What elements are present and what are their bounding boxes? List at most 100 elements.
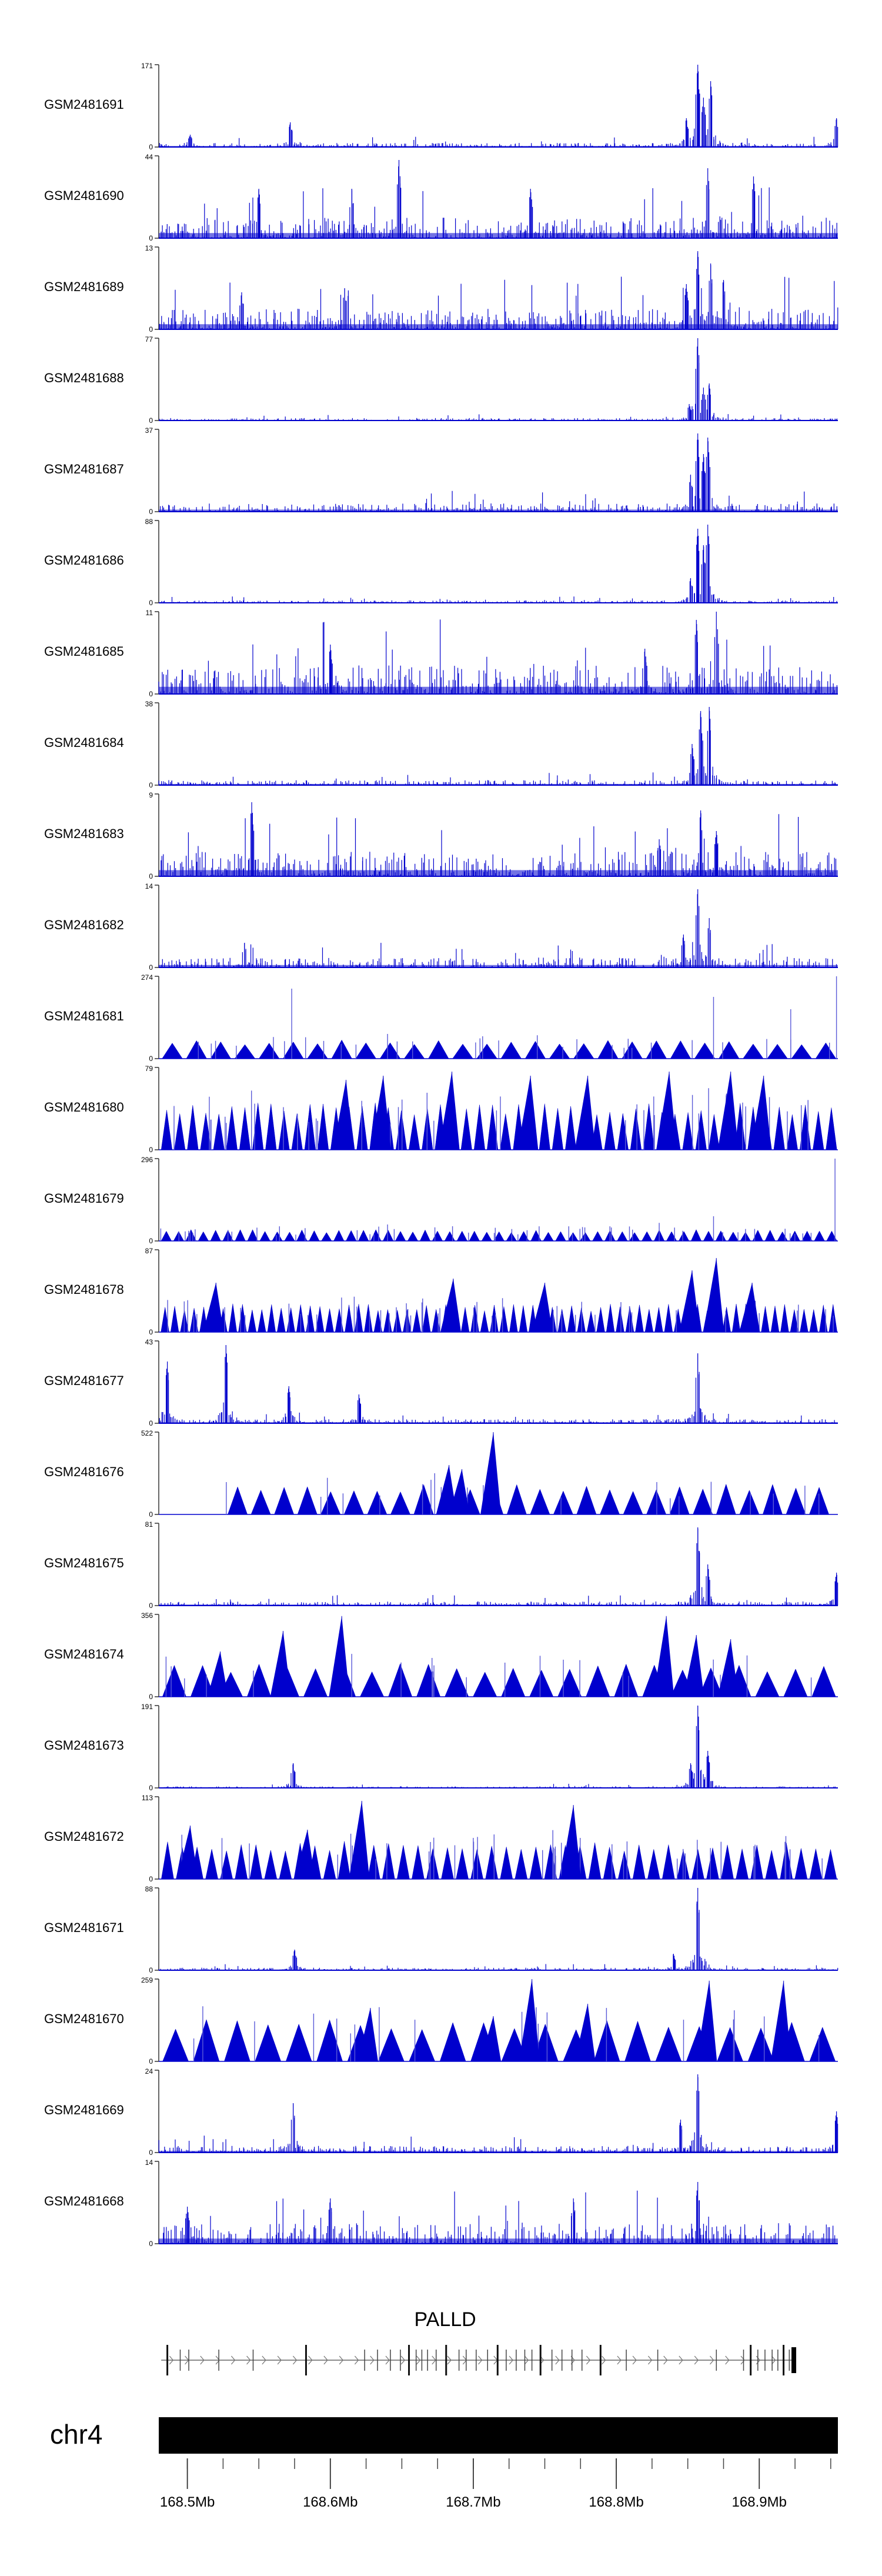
y-zero-label: 0 (149, 234, 153, 242)
track-label: GSM2481670 (44, 2011, 124, 2026)
track-label: GSM2481676 (44, 1464, 124, 1479)
y-max-label: 88 (145, 1885, 153, 1893)
y-zero-label: 0 (149, 1510, 153, 1519)
y-max-label: 522 (141, 1429, 153, 1437)
signal-bars (159, 525, 837, 603)
x-tick-label: 168.6Mb (303, 2494, 358, 2510)
track-label: GSM2481689 (44, 279, 124, 294)
track-label: GSM2481673 (44, 1738, 124, 1753)
y-zero-label: 0 (149, 1875, 153, 1883)
signal-background-band (159, 2151, 838, 2153)
y-max-label: 296 (141, 1156, 153, 1164)
track-label: GSM2481672 (44, 1829, 124, 1844)
y-zero-label: 0 (149, 325, 153, 333)
signal-bars (158, 1888, 838, 1970)
signal-background-band (159, 509, 838, 512)
y-max-label: 43 (145, 1338, 153, 1346)
signal-bars (159, 1527, 838, 1606)
y-max-label: 81 (145, 1520, 153, 1529)
signal-bars (158, 2074, 838, 2153)
track-label: GSM2481681 (44, 1009, 124, 1023)
signal-background-band (159, 1604, 838, 1606)
y-zero-label: 0 (149, 872, 153, 880)
y-max-label: 171 (141, 62, 153, 70)
track-GSM2481679: GSM2481679 296 0 (44, 1156, 838, 1245)
y-max-label: 77 (145, 335, 153, 343)
signal-bars (158, 889, 837, 967)
coverage-spikes (167, 1258, 834, 1332)
y-zero-label: 0 (149, 1146, 153, 1154)
signal-background-band (159, 419, 838, 421)
signal-background-band (159, 965, 838, 967)
track-GSM2481673: GSM2481673 191 0 (44, 1703, 838, 1792)
gene-track: PALLD (161, 2308, 797, 2375)
y-max-label: 38 (145, 700, 153, 708)
y-zero-label: 0 (149, 1693, 153, 1701)
y-zero-label: 0 (149, 1237, 153, 1245)
signal-bars (158, 707, 838, 785)
track-GSM2481681: GSM2481681 274 0 (44, 973, 838, 1063)
y-zero-label: 0 (149, 599, 153, 607)
y-zero-label: 0 (149, 2148, 153, 2157)
signal-bars (159, 1345, 838, 1423)
y-zero-label: 0 (149, 143, 153, 151)
track-GSM2481678: GSM2481678 87 0 (44, 1247, 838, 1336)
track-label: GSM2481685 (44, 644, 124, 659)
coverage-triangles (161, 1229, 837, 1242)
y-max-label: 13 (145, 244, 153, 252)
y-max-label: 191 (141, 1703, 153, 1711)
track-label: GSM2481687 (44, 462, 124, 476)
coverage-triangles (161, 1841, 837, 1880)
y-max-label: 356 (141, 1611, 153, 1620)
track-label: GSM2481684 (44, 735, 124, 750)
signal-background-band (159, 146, 838, 147)
y-zero-label: 0 (149, 2240, 153, 2248)
track-label: GSM2481682 (44, 917, 124, 932)
x-tick-label: 168.7Mb (446, 2494, 500, 2510)
signal-bars (158, 2182, 838, 2244)
signal-bars (159, 1706, 838, 1788)
y-max-label: 9 (149, 791, 153, 799)
y-max-label: 14 (145, 2158, 153, 2167)
y-max-label: 259 (141, 1976, 153, 1984)
track-GSM2481680: GSM2481680 79 0 (44, 1065, 838, 1154)
track-GSM2481688: GSM2481688 77 0 (44, 335, 838, 425)
minor-ticks (186, 2458, 831, 2469)
track-label: GSM2481674 (44, 1647, 124, 1661)
coverage-peaks (207, 1616, 739, 1697)
track-GSM2481689: GSM2481689 13 0 (44, 244, 838, 333)
track-GSM2481671: GSM2481671 88 0 (44, 1885, 838, 1974)
signal-bars (159, 160, 837, 238)
coverage-triangles (228, 1483, 830, 1515)
chromosome-label: chr4 (50, 2419, 102, 2450)
y-max-label: 87 (145, 1247, 153, 1255)
y-max-label: 79 (145, 1065, 153, 1073)
track-GSM2481674: GSM2481674 356 0 (44, 1611, 838, 1701)
coverage-spikes (160, 1159, 836, 1241)
chromosome-bar (159, 2417, 838, 2454)
track-label: GSM2481669 (44, 2103, 124, 2117)
y-zero-label: 0 (149, 1601, 153, 1610)
track-GSM2481684: GSM2481684 38 0 (44, 700, 838, 789)
y-zero-label: 0 (149, 781, 153, 789)
track-GSM2481686: GSM2481686 88 0 (44, 518, 838, 607)
y-max-label: 44 (145, 153, 153, 161)
y-max-label: 24 (145, 2067, 153, 2076)
y-max-label: 37 (145, 426, 153, 435)
track-label: GSM2481691 (44, 97, 124, 112)
track-label: GSM2481683 (44, 826, 124, 841)
coverage-spikes (198, 976, 837, 1059)
track-GSM2481687: GSM2481687 37 0 (44, 426, 838, 516)
track-label: GSM2481688 (44, 371, 124, 385)
x-tick-label: 168.5Mb (160, 2494, 215, 2510)
y-max-label: 88 (145, 518, 153, 526)
coverage-triangles (162, 1039, 837, 1059)
y-zero-label: 0 (149, 1966, 153, 1974)
signal-bars (158, 612, 837, 694)
y-zero-label: 0 (149, 1784, 153, 1792)
signal-tracks: GSM2481691 171 0 GSM2481690 44 0 GSM2481689 13 0… (44, 62, 838, 2248)
y-max-label: 14 (145, 882, 153, 890)
track-GSM2481682: GSM2481682 14 0 (44, 882, 838, 972)
track-GSM2481676: GSM2481676 522 0 (44, 1429, 838, 1519)
